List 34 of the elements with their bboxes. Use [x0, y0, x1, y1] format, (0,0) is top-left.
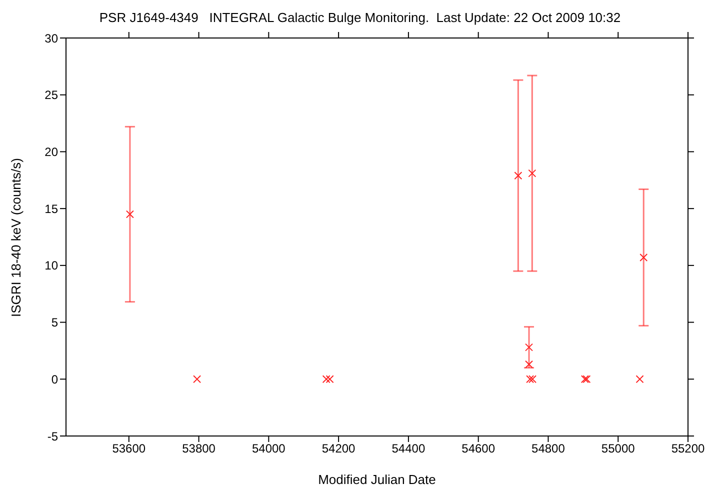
point [193, 375, 202, 384]
y-tick-label: 20 [44, 144, 58, 159]
y-axis-title: ISGRI 18-40 keV (counts/s) [8, 158, 24, 317]
point [514, 172, 522, 180]
x-axis-title: Modified Julian Date [318, 472, 436, 487]
y-tick-label: 25 [44, 88, 58, 102]
point [636, 375, 644, 384]
point [528, 169, 536, 178]
x-tick-label: 54000 [252, 442, 286, 456]
point [582, 375, 591, 384]
x-tick-label: 54200 [322, 442, 356, 456]
x-tick-label: 53800 [182, 442, 216, 456]
x-tick-label: 55000 [601, 442, 636, 456]
chart-title: PSR J1649-4349 INTEGRAL Galactic Bulge Monitoring. Last Update: 22 Oct 2009 10:32 [98, 10, 622, 25]
y-tick-label: -5 [47, 429, 58, 444]
y-tick-label: 5 [51, 316, 58, 330]
x-tick-label: 54800 [532, 442, 566, 456]
y-tick-label: 0 [51, 372, 58, 386]
point [326, 375, 334, 384]
point [322, 375, 330, 384]
point [526, 375, 534, 384]
point [640, 253, 648, 262]
y-tick-label: 10 [44, 258, 58, 273]
x-tick-label: 54400 [392, 442, 426, 456]
x-tick-label: 53600 [112, 442, 146, 456]
point [126, 210, 134, 218]
point [528, 375, 536, 384]
point [580, 375, 589, 384]
y-tick-label: 30 [44, 31, 58, 46]
point [525, 343, 534, 352]
point [525, 360, 534, 368]
x-tick-label: 54600 [462, 442, 496, 456]
x-tick-label: 55200 [671, 442, 706, 456]
y-tick-label: 15 [44, 202, 58, 216]
